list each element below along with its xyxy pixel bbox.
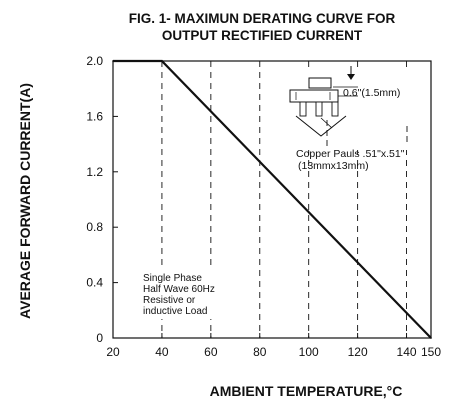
- series-group: [112, 59, 432, 339]
- x-axis-ticks: 20 40 60 80 100 120 140 150: [106, 333, 441, 359]
- y-axis-label: AVERAGE FORWARD CURRENT(A): [17, 83, 33, 319]
- mounting-inset: 0.6"(1.5mm) Copper Pauls .51"x.51" (13mm…: [284, 66, 414, 172]
- x-tick-label-5: 120: [348, 345, 368, 359]
- plot-frame: [112, 60, 432, 339]
- lead-pin-icon-2: [315, 101, 323, 117]
- conditions-note-box: [140, 269, 222, 319]
- lead-pin-icon-1: [299, 101, 307, 117]
- chart-title-line-1: FIG. 1- MAXIMUN DERATING CURVE FOR: [129, 11, 396, 26]
- dimension-arrowhead-icon: [347, 74, 355, 80]
- series-point-0-2: [430, 337, 432, 339]
- y-axis-ticks: 0 0.4 0.8 1.2 1.6 2.0: [86, 54, 118, 345]
- y-tick-label-3: 1.2: [86, 165, 103, 179]
- x-tick-label-1: 40: [155, 345, 169, 359]
- conditions-note-line-4: inductive Load: [143, 306, 208, 317]
- series-point-0-1: [161, 60, 163, 62]
- conditions-note-line-3: Resistive or: [143, 295, 196, 306]
- x-tick-label-4: 100: [299, 345, 319, 359]
- x-tick-label-0: 20: [106, 345, 120, 359]
- board-leader-line: [320, 117, 333, 129]
- inset-dimension-label: 0.6"(1.5mm): [343, 87, 400, 99]
- x-tick-label-7: 150: [421, 345, 441, 359]
- x-tick-label-3: 80: [253, 345, 267, 359]
- board-outline-icon: [295, 115, 347, 137]
- series-point-0-0: [112, 60, 114, 62]
- conditions-note: Single Phase Half Wave 60Hz Resistive or…: [140, 269, 222, 319]
- y-tick-label-4: 1.6: [86, 109, 103, 123]
- conditions-note-line-2: Half Wave 60Hz: [143, 284, 215, 295]
- chart-title-line-2: OUTPUT RECTIFIED CURRENT: [162, 28, 363, 43]
- y-tick-label-2: 0.8: [86, 220, 103, 234]
- x-axis-label: AMBIENT TEMPERATURE,°C: [210, 383, 403, 399]
- conditions-note-line-1: Single Phase: [143, 273, 202, 284]
- y-tick-label-5: 2.0: [86, 54, 103, 68]
- lead-pin-icon-3: [331, 101, 339, 117]
- x-tick-label-6: 140: [397, 345, 417, 359]
- y-tick-label-1: 0.4: [86, 276, 103, 290]
- y-tick-label-0: 0: [96, 331, 103, 345]
- x-tick-label-2: 60: [204, 345, 218, 359]
- inset-pad-line-2: (13mmx13mm): [298, 160, 369, 172]
- diode-body-icon: [308, 77, 332, 89]
- inset-pad-line-1: Copper Pauls .51"x.51": [296, 148, 405, 160]
- copper-pad-icon: [289, 89, 339, 103]
